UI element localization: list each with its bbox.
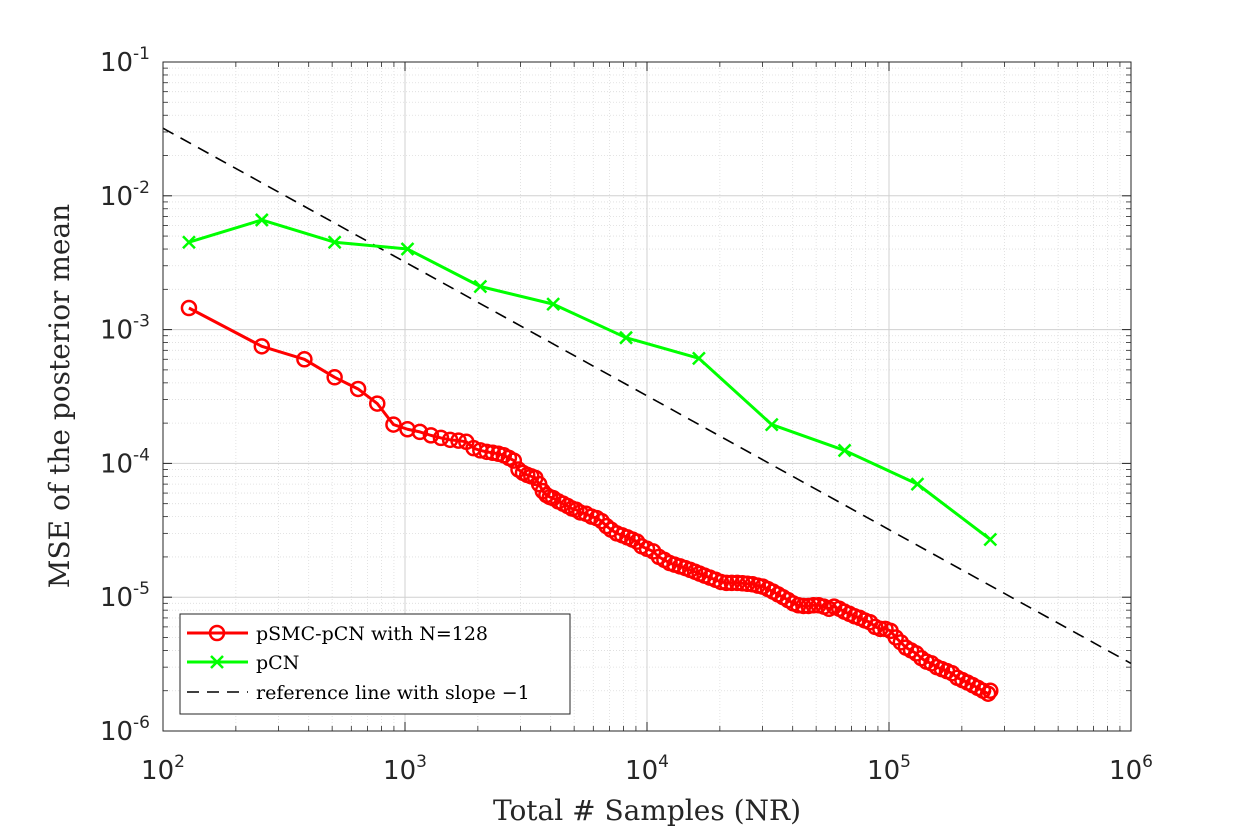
data-point-psmc <box>484 444 501 462</box>
legend-entry-pcn: pCN <box>187 652 299 674</box>
data-point-pcn <box>619 330 633 345</box>
x-tick-label: 105 <box>867 752 911 786</box>
legend-box <box>179 613 571 715</box>
y-tick-label: 10-2 <box>100 178 150 212</box>
axis-ticks <box>162 61 1132 732</box>
data-point-psmc <box>739 575 756 593</box>
data-point-pcn <box>254 213 269 227</box>
x-axis-label: Total # Samples (NR) <box>493 794 801 827</box>
data-point-psmc <box>872 620 889 638</box>
data-point-pcn <box>910 477 925 492</box>
legend-label-psmc: pSMC-pCN with N=128 <box>256 623 488 645</box>
data-point-psmc <box>441 431 459 449</box>
data-point-psmc <box>369 395 386 412</box>
data-point-psmc <box>979 685 997 702</box>
data-point-pcn <box>473 279 488 294</box>
y-tick-label: 10-5 <box>100 579 150 613</box>
legend-label-pcn: pCN <box>256 652 299 674</box>
data-point-psmc <box>887 629 904 646</box>
data-point-psmc <box>593 512 610 530</box>
series-line-2 <box>162 127 1132 665</box>
tick-labels: 102 103 104 105 106 10-1 10-2 10-3 10-4 10-5 10-6 <box>100 44 1153 786</box>
data-point-psmc <box>982 682 999 699</box>
data-point-psmc <box>450 432 467 449</box>
data-point-psmc <box>892 634 910 651</box>
legend-entry-reference: reference line with slope −1 <box>187 682 530 704</box>
data-point-psmc <box>422 427 440 444</box>
x-tick-label: 103 <box>383 752 427 786</box>
y-axis-label: MSE of the posterior mean <box>43 204 76 588</box>
plot-frame <box>162 61 1132 732</box>
y-tick-label: 10-1 <box>100 44 150 78</box>
data-point-psmc <box>326 369 343 386</box>
series-line-1 <box>188 218 992 541</box>
legend-marker-psmc <box>208 624 226 642</box>
data-point-psmc <box>805 597 822 614</box>
data-point-psmc <box>718 574 735 592</box>
y-tick-label: 10-3 <box>100 312 150 346</box>
data-point-pcn <box>692 351 706 366</box>
x-tick-label: 106 <box>1109 752 1153 786</box>
data-point-psmc <box>432 429 450 447</box>
data-point-psmc <box>478 443 495 461</box>
legend-marker-pcn <box>210 655 224 669</box>
data-point-pcn <box>764 417 779 432</box>
data-point-pcn <box>182 235 196 250</box>
data-point-pcn <box>983 532 998 547</box>
x-tick-label: 104 <box>625 752 669 786</box>
y-tick-label: 10-4 <box>100 445 150 479</box>
series-layer <box>162 127 1132 702</box>
data-point-psmc <box>505 452 523 469</box>
legend-entry-psmc: pSMC-pCN with N=128 <box>187 623 488 645</box>
data-point-pcn <box>327 235 342 250</box>
data-point-psmc <box>728 574 746 592</box>
data-point-psmc <box>349 380 367 398</box>
legend: pSMC-pCN with N=128 pCN reference line w… <box>179 613 571 715</box>
data-point-pcn <box>837 443 852 458</box>
data-point-psmc <box>723 574 741 592</box>
data-point-psmc <box>908 645 925 662</box>
x-tick-label: 102 <box>141 752 185 786</box>
data-point-psmc <box>253 338 271 355</box>
data-point-psmc <box>180 299 198 317</box>
data-point-psmc <box>385 416 402 433</box>
data-point-psmc <box>712 573 730 591</box>
data-point-pcn <box>400 242 415 256</box>
data-point-psmc <box>411 423 429 441</box>
data-point-pcn <box>546 297 561 312</box>
y-tick-label: 10-6 <box>100 713 150 747</box>
legend-label-reference: reference line with slope −1 <box>256 682 530 704</box>
data-point-psmc <box>296 351 313 368</box>
